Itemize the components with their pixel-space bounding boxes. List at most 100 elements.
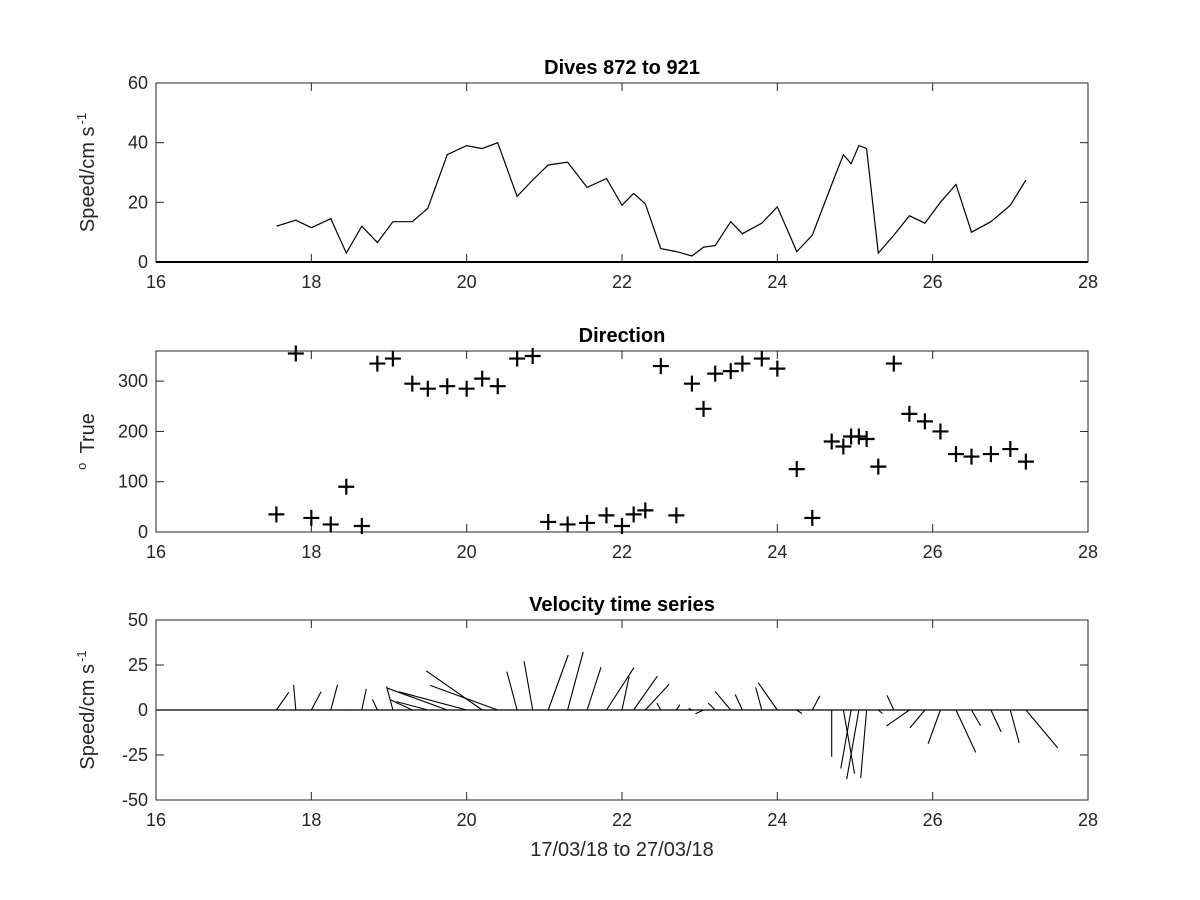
direction-point <box>268 506 285 523</box>
axes-box <box>155 350 1089 533</box>
y-tick-label: 20 <box>128 192 148 212</box>
direction-point <box>652 358 669 375</box>
velocity-stick <box>293 684 297 711</box>
direction-point <box>901 405 918 422</box>
x-tick-label: 16 <box>146 810 166 830</box>
direction-point <box>369 355 386 372</box>
direction-point <box>753 350 770 367</box>
y-tick-label: -25 <box>122 745 148 765</box>
velocity-stick <box>877 709 883 714</box>
y-axis-label-superscript: -1 <box>74 113 89 125</box>
direction-point <box>322 516 339 533</box>
y-tick-label: 40 <box>128 133 148 153</box>
velocity-stick <box>586 667 602 711</box>
y-axis-label: Speed/cm s-1 <box>74 113 99 232</box>
direction-point <box>947 446 964 463</box>
velocity-stick <box>886 709 910 727</box>
direction-point <box>614 517 630 534</box>
y-axis-label-text: Speed/cm s <box>77 664 99 770</box>
x-tick-label: 22 <box>612 542 632 562</box>
direction-point <box>734 355 751 372</box>
direction-point <box>668 507 685 524</box>
direction-point <box>540 513 557 530</box>
direction-point <box>804 509 821 526</box>
direction-point <box>625 506 642 523</box>
velocity-stick <box>846 709 860 780</box>
velocity-stick <box>656 702 662 711</box>
direction-point <box>835 438 852 455</box>
direction-point <box>419 380 436 397</box>
y-tick-label: 50 <box>128 610 148 630</box>
velocity-stick <box>547 654 569 711</box>
direction-point <box>353 517 370 534</box>
velocity-stick <box>275 691 290 711</box>
direction-point <box>870 458 887 475</box>
velocity-stick <box>330 684 339 711</box>
y-axis-label-text: True <box>77 413 99 459</box>
velocity-stick <box>757 682 778 711</box>
velocity-stick <box>695 709 704 715</box>
velocity-stick <box>386 686 394 711</box>
x-tick-label: 24 <box>767 810 787 830</box>
x-tick-label: 24 <box>767 272 787 292</box>
direction-point <box>707 365 724 382</box>
velocity-stick <box>755 687 763 711</box>
direction-point <box>769 360 786 377</box>
velocity-stick <box>633 675 658 711</box>
velocity-stick <box>990 709 1002 733</box>
velocity-stick <box>429 684 498 711</box>
y-tick-label: 300 <box>118 371 148 391</box>
x-tick-label: 20 <box>457 542 477 562</box>
x-tick-label: 18 <box>301 810 321 830</box>
speed-series-line <box>276 141 1027 257</box>
direction-point <box>916 413 933 430</box>
velocity-stick <box>567 651 584 711</box>
y-tick-label: 0 <box>138 700 148 720</box>
velocity-stick <box>621 676 630 711</box>
velocity-stick <box>842 709 856 774</box>
velocity-stick <box>310 691 322 711</box>
direction-point <box>788 461 805 478</box>
chart-panel-3: 16 18 20 22 24 26 28 50 25 0 -25 -50 Velocity time s… <box>74 594 1098 861</box>
direction-point <box>474 370 491 387</box>
x-tick-label: 18 <box>301 272 321 292</box>
chart-title: Velocity time series <box>529 594 715 616</box>
velocity-stick <box>840 709 852 769</box>
velocity-stick <box>688 707 693 711</box>
x-tick-label: 28 <box>1078 810 1098 830</box>
x-tick-label: 26 <box>923 810 943 830</box>
velocity-stick <box>909 709 926 729</box>
direction-point <box>858 430 875 447</box>
direction-point <box>1017 453 1034 470</box>
chart-title: Dives 872 to 921 <box>544 57 700 79</box>
y-tick-label: 100 <box>118 472 148 492</box>
x-tick-label: 28 <box>1078 272 1098 292</box>
velocity-stick <box>734 694 743 711</box>
velocity-stick <box>1009 709 1020 744</box>
y-axis-label-superscript: o <box>74 463 89 470</box>
x-tick-label: 26 <box>923 272 943 292</box>
chart-title: Direction <box>579 325 666 347</box>
direction-point <box>338 478 355 495</box>
x-tick-label: 16 <box>146 542 166 562</box>
velocity-stick <box>796 709 803 715</box>
direction-point <box>524 348 541 365</box>
y-axis-label-superscript: -1 <box>74 650 89 662</box>
direction-point <box>598 507 615 524</box>
x-tick-label: 22 <box>612 272 632 292</box>
x-tick-label: 20 <box>457 272 477 292</box>
x-tick-label: 16 <box>146 272 166 292</box>
chart-panel-1: 16 18 20 22 24 26 28 0 20 40 60 Dives 872 to 921 Spe… <box>74 57 1098 292</box>
direction-point <box>885 355 902 372</box>
direction-point <box>1002 441 1019 458</box>
velocity-stick <box>361 688 367 711</box>
direction-point <box>287 345 304 362</box>
direction-point <box>982 446 999 463</box>
direction-point <box>404 375 421 392</box>
velocity-stick <box>707 702 716 711</box>
x-tick-label: 18 <box>301 542 321 562</box>
y-tick-label: 60 <box>128 73 148 93</box>
direction-point <box>559 516 576 533</box>
direction-point <box>384 350 401 367</box>
x-tick-label: 26 <box>923 542 943 562</box>
